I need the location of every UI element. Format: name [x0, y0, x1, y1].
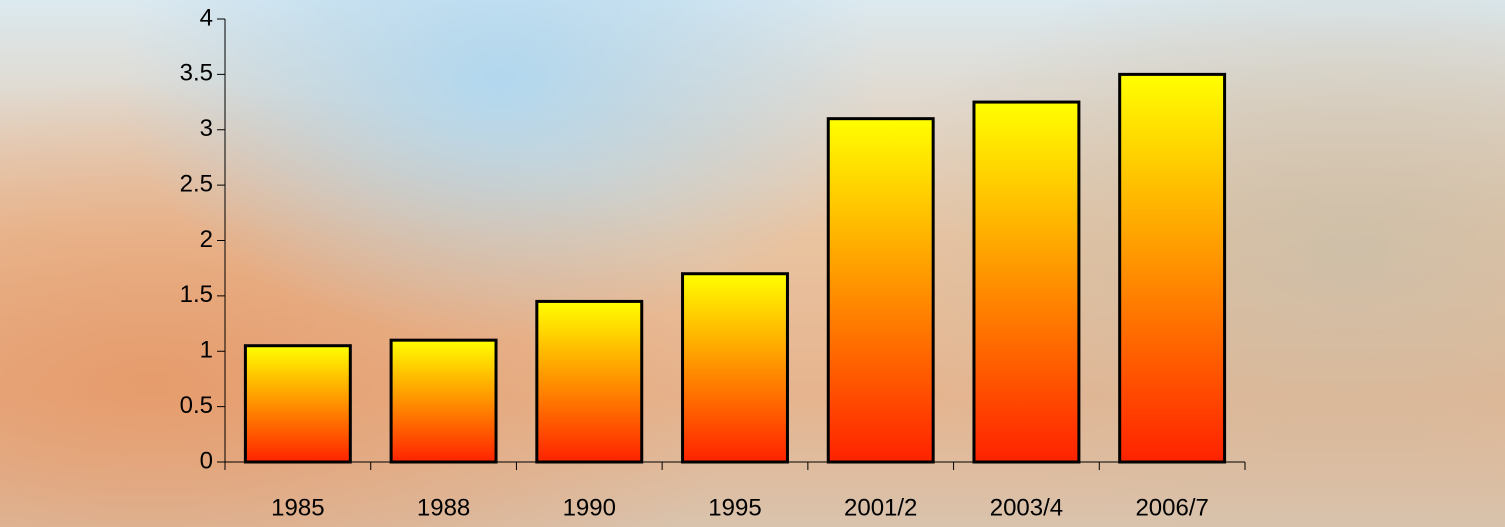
- bar: [243, 344, 352, 464]
- bar: [389, 338, 498, 464]
- x-tick-label: 1985: [271, 494, 324, 521]
- bar: [681, 272, 789, 464]
- x-tick-label: 2006/7: [1135, 494, 1208, 521]
- y-tick-label: 2: [200, 226, 213, 253]
- y-tick-label: 1: [200, 337, 213, 364]
- bar: [972, 100, 1081, 464]
- x-tick-label: 1995: [708, 494, 761, 521]
- bar: [1118, 72, 1227, 464]
- y-tick-label: 0.5: [180, 392, 213, 419]
- y-tick-label: 2.5: [180, 170, 213, 197]
- y-tick-label: 3.5: [180, 60, 213, 87]
- x-tick-label: 2001/2: [844, 494, 917, 521]
- x-tick-label: 2003/4: [990, 494, 1063, 521]
- x-tick-label: 1988: [417, 494, 470, 521]
- y-tick-label: 0: [200, 447, 213, 474]
- y-tick-label: 3: [200, 115, 213, 142]
- y-tick-label: 4: [200, 4, 213, 31]
- y-tick-label: 1.5: [180, 281, 213, 308]
- bar: [826, 117, 935, 464]
- bar: [535, 299, 644, 464]
- x-tick-label: 1990: [563, 494, 616, 521]
